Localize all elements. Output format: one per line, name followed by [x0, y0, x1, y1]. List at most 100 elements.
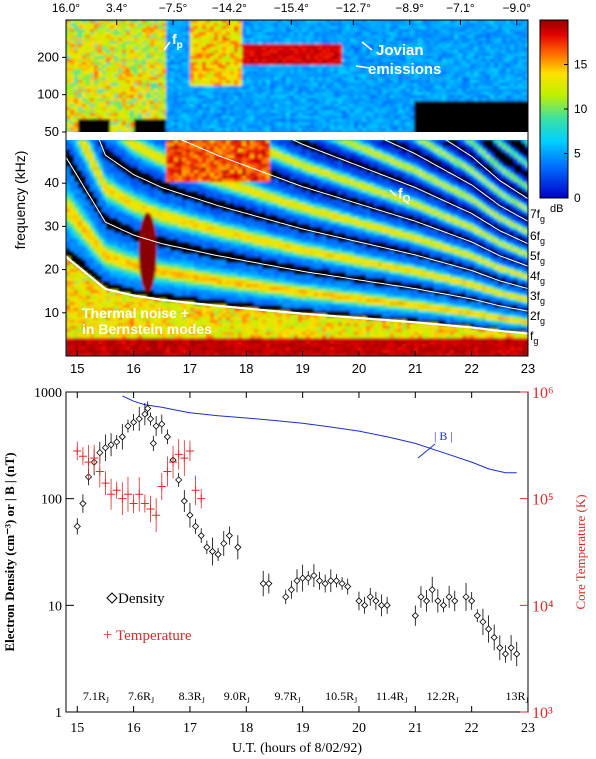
density-point [135, 415, 143, 423]
x-tick-label: 22 [465, 721, 479, 736]
b-field-line [122, 395, 517, 474]
right-y-tick-label: 10⁵ [532, 492, 554, 509]
legend: Density + Temperature | B | [103, 429, 453, 644]
jovian-arrows [355, 41, 373, 69]
density-point [214, 550, 222, 559]
harmonic-line-2 [66, 157, 528, 312]
colorbar-tick-label: 10 [574, 102, 588, 116]
density-point [355, 597, 363, 605]
left-y-tick-label: 1000 [34, 386, 62, 401]
y-tick-label: 100 [37, 87, 59, 102]
x-tick-label: 15 [70, 721, 84, 736]
y-tick-label: 200 [37, 49, 59, 64]
density-point [383, 601, 391, 609]
temperature-point [90, 454, 99, 463]
density-point [163, 433, 171, 441]
density-point [462, 593, 470, 601]
temperature-point [95, 467, 104, 476]
y-tick-label: 20 [45, 262, 59, 277]
density-point [315, 577, 324, 585]
x-tick-label: 16 [126, 361, 140, 376]
x-tick-label: 23 [521, 721, 535, 736]
distance-label: 8.3RJ [179, 689, 205, 705]
spectrogram-x-axis: 15 16 17 18 19 20 21 22 23 [70, 351, 535, 376]
density-point [225, 532, 233, 540]
temperature-point [157, 482, 166, 491]
thermal-label-1: Thermal noise + [82, 305, 189, 321]
temperature-point [191, 486, 200, 495]
distance-label: 12.2RJ [427, 689, 459, 705]
density-point [208, 547, 217, 556]
density-point [265, 579, 273, 588]
density-point [321, 579, 329, 588]
x-tick-label: 22 [464, 361, 478, 376]
temperature-point [112, 486, 121, 495]
thermal-label-2: in Bernstein modes [82, 321, 212, 337]
left-y-tick-label: 1 [55, 706, 62, 721]
temperature-point [163, 467, 172, 476]
density-point [451, 597, 459, 605]
temperature-y-label: Core Temperature (K) [573, 494, 588, 609]
density-point [282, 593, 290, 601]
density-point [496, 644, 504, 652]
density-point [484, 625, 493, 633]
temperature-point [84, 458, 93, 467]
x-tick-label: 23 [521, 361, 535, 376]
density-point [428, 586, 436, 594]
harmonic-line-1 [66, 255, 528, 335]
density-legend-marker [106, 592, 118, 604]
spectrogram-y-axis: 50 100 200 10 20 30 40 [37, 49, 66, 320]
x-tick-label: 19 [295, 361, 309, 376]
x-tick-label: 21 [408, 361, 422, 376]
density-point [411, 612, 419, 620]
distance-label: 7.6RJ [128, 689, 154, 705]
colorbar-tick-label: 0 [574, 191, 581, 205]
density-point [146, 415, 155, 423]
harmonic-label: 7fg [530, 207, 545, 224]
density-point [203, 543, 211, 551]
temperature-point [140, 499, 149, 508]
temperature-point [146, 505, 155, 514]
density-legend-label: Density [118, 591, 165, 607]
density-point [344, 582, 352, 591]
density-point [180, 497, 188, 505]
density-point [124, 422, 132, 430]
b-legend-pointer [417, 443, 436, 459]
colorbar-unit: dB [550, 203, 563, 215]
harmonic-label: 2fg [530, 309, 545, 326]
fp-arrow [163, 41, 171, 51]
density-point [479, 618, 487, 626]
distance-label: 9.0RJ [224, 689, 250, 705]
density-point [197, 532, 205, 540]
density-point [293, 577, 301, 585]
density-point [73, 522, 81, 530]
colorbar-tick-label: 15 [574, 58, 588, 72]
spectrogram-frame [65, 19, 529, 357]
density-point [338, 579, 346, 588]
harmonic-label: 4fg [530, 269, 545, 286]
distance-label: 13RJ [505, 689, 528, 705]
distance-label: 9.7RJ [274, 689, 300, 705]
jovian-label-2: emissions [368, 61, 441, 78]
density-panel-frame [65, 391, 529, 713]
density-point [118, 433, 126, 441]
density-point [372, 597, 380, 605]
b-legend-label: | B | [434, 429, 453, 443]
density-point [445, 593, 453, 601]
harmonic-labels: 7fg 6fg 5fg 4fg 3fg 2fg fg dB [530, 203, 563, 346]
x-tick-label: 20 [352, 361, 366, 376]
x-tick-label: 15 [70, 361, 84, 376]
temperature-point [185, 446, 194, 455]
hot-feature [138, 212, 157, 293]
y-tick-label: 40 [45, 175, 59, 190]
harmonic-line-7 [445, 140, 528, 200]
density-point [513, 650, 521, 658]
top-angle-axis: 16.0° 3.4° −7.5° −14.2° −15.4° −12.7° −8.9° −7.… [52, 1, 531, 25]
x-tick-label: 18 [239, 361, 253, 376]
temperature-series [73, 439, 206, 533]
harmonic-label: 6fg [530, 229, 545, 246]
spectrogram-y-label: frequency (kHz) [12, 151, 28, 250]
density-point [234, 543, 242, 551]
